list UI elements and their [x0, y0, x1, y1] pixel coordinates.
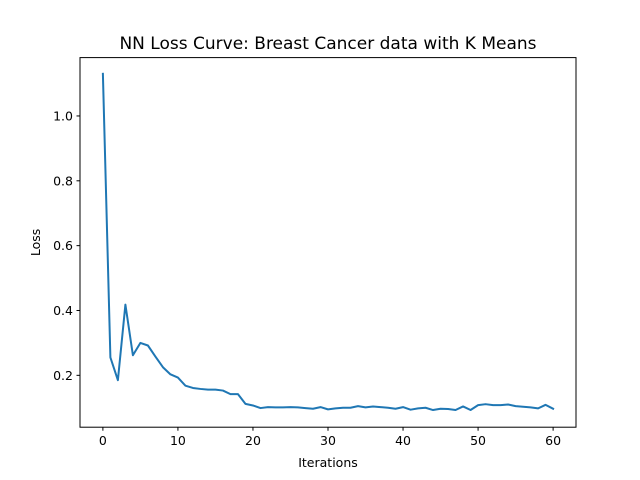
x-tick-label: 30 — [320, 433, 336, 448]
y-tick-label: 1.0 — [53, 108, 73, 123]
chart-title: NN Loss Curve: Breast Cancer data with K… — [119, 34, 536, 54]
y-axis-label: Loss — [28, 229, 43, 256]
loss-series-line — [101, 72, 555, 412]
axes-frame — [79, 57, 577, 428]
plot-area — [101, 72, 555, 412]
y-tick-label: 0.8 — [53, 173, 73, 188]
x-tick-label: 20 — [245, 433, 261, 448]
x-tick-label: 10 — [170, 433, 186, 448]
x-tick-label: 40 — [395, 433, 411, 448]
x-axis-label: Iterations — [298, 455, 358, 470]
y-tick-label: 0.2 — [53, 368, 73, 383]
axis-ticks: 0 10 20 30 40 50 60 0.2 0.4 0.6 0.8 1.0 — [53, 108, 561, 448]
y-tick-label: 0.4 — [53, 303, 73, 318]
x-tick-label: 60 — [545, 433, 561, 448]
x-tick-label: 0 — [99, 433, 107, 448]
x-tick-label: 50 — [470, 433, 486, 448]
y-tick-label: 0.6 — [53, 238, 73, 253]
